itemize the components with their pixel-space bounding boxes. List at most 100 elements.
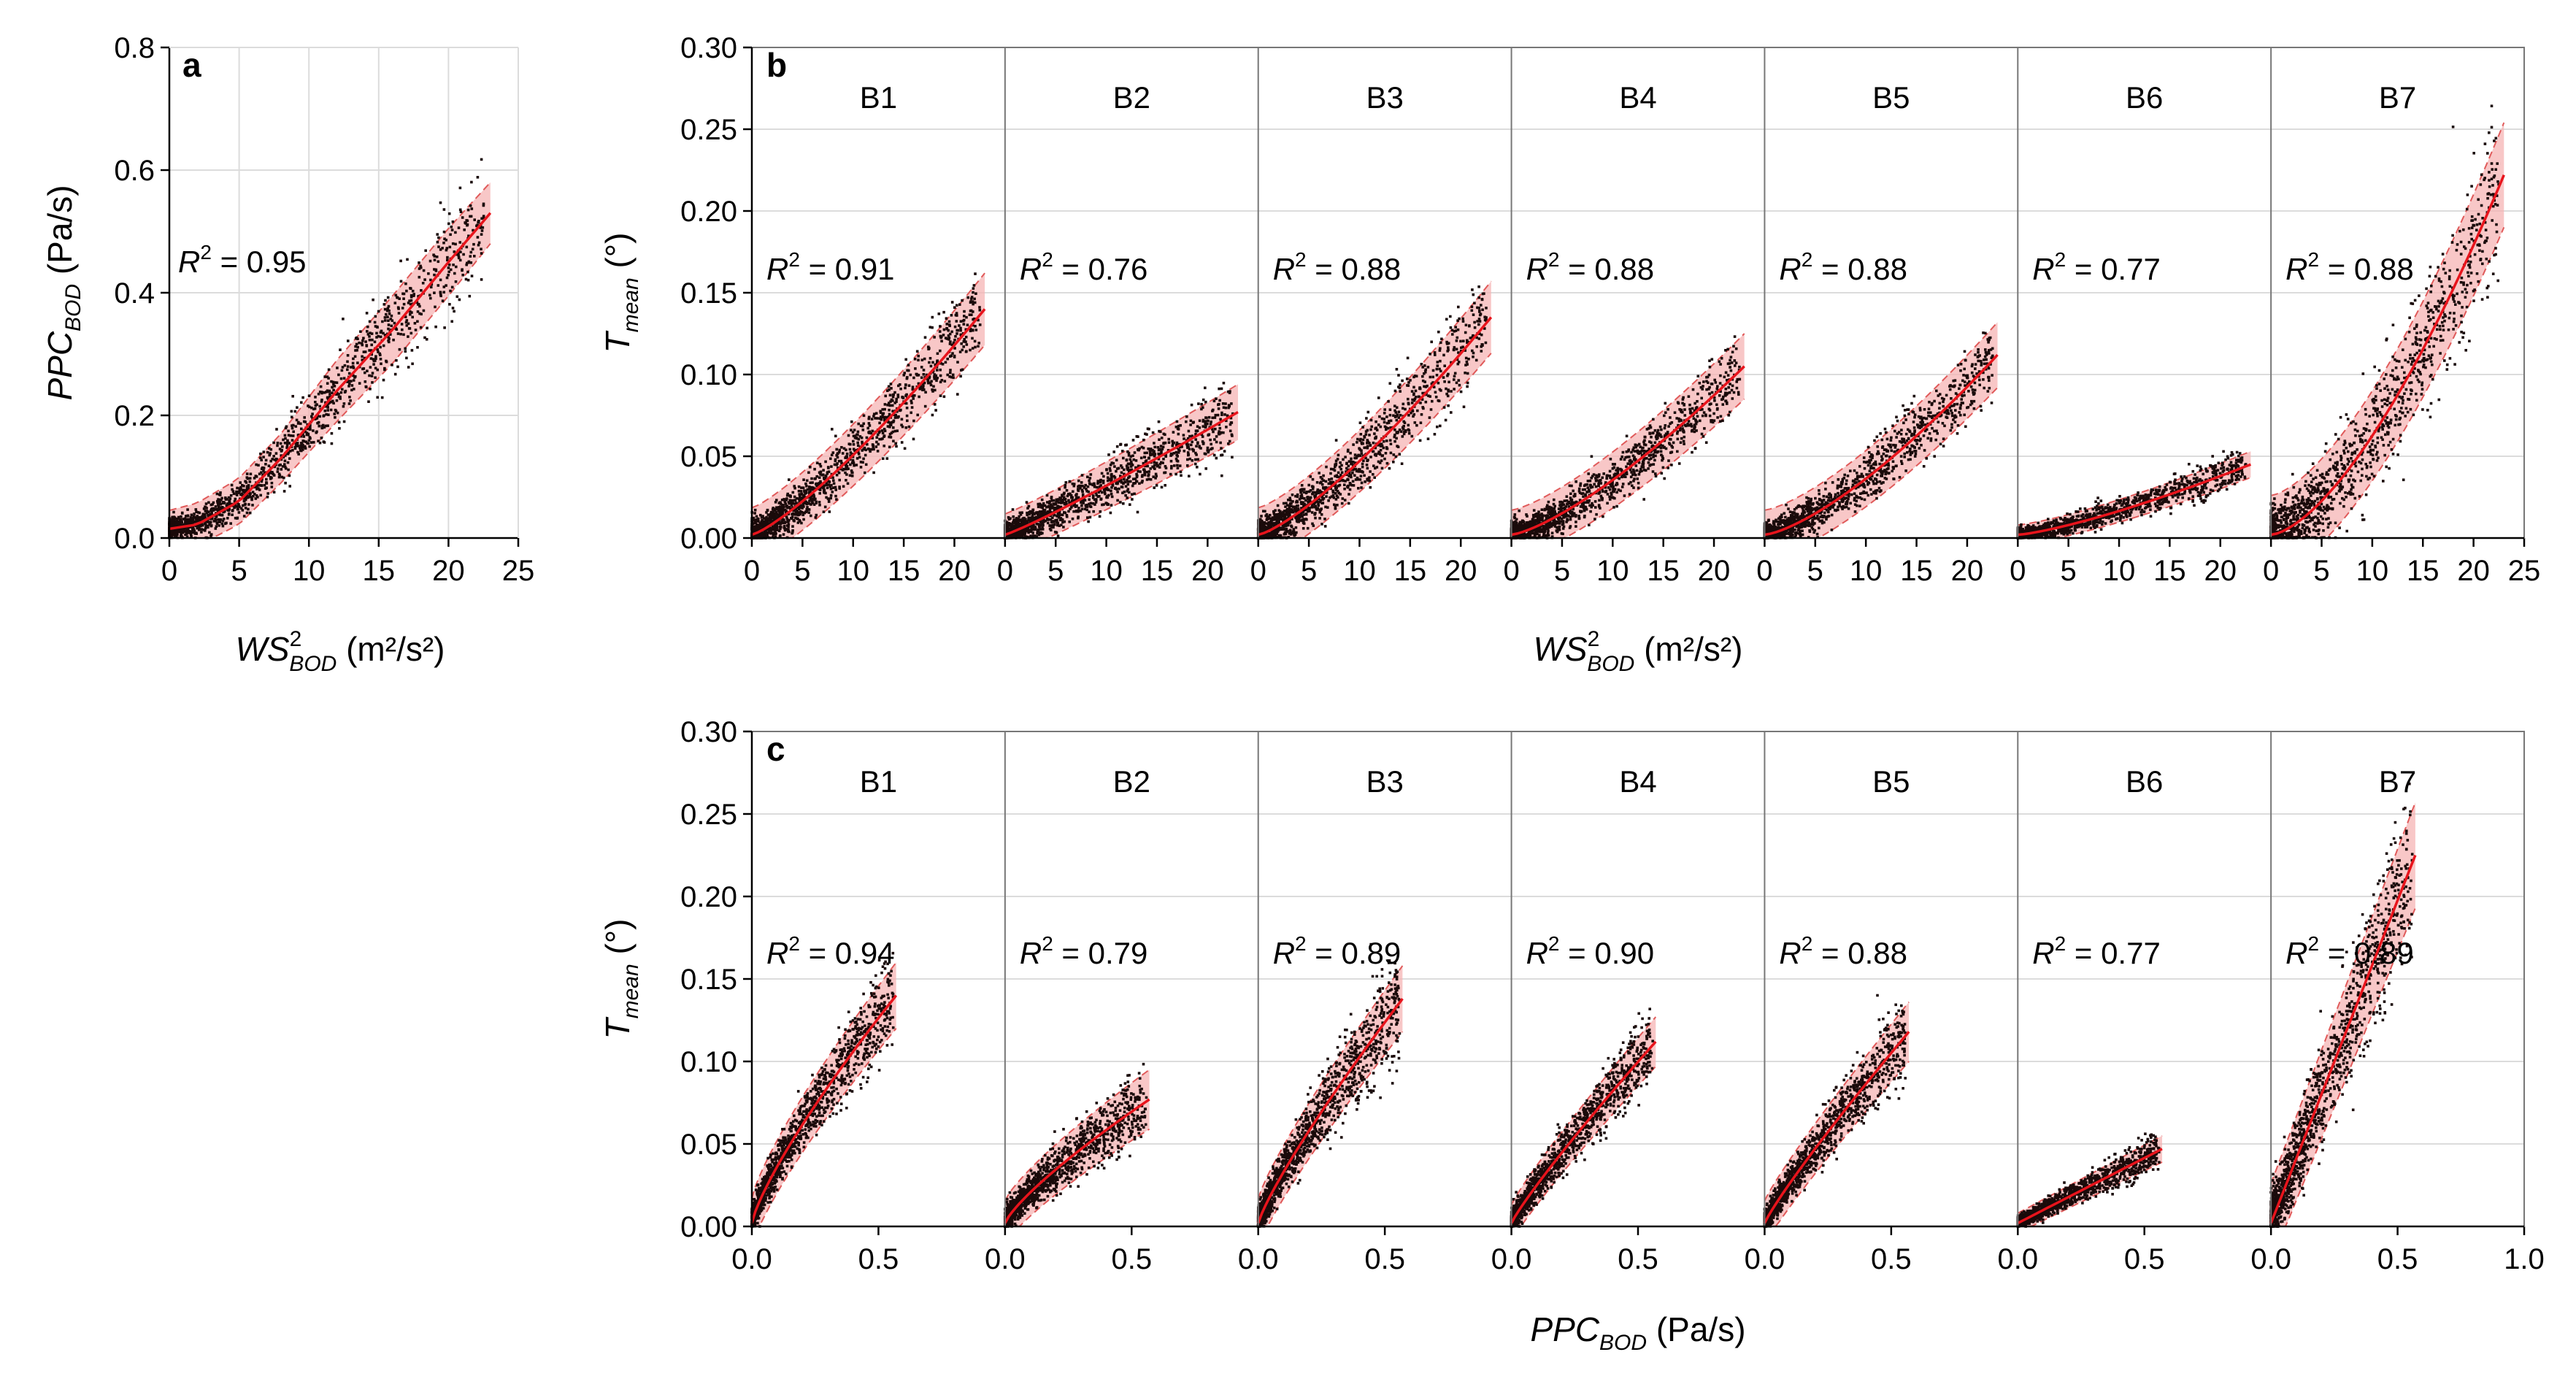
data-point xyxy=(196,515,199,518)
data-point xyxy=(1010,523,1012,527)
data-point xyxy=(1220,387,1223,391)
data-point xyxy=(379,345,382,349)
data-point xyxy=(858,435,862,438)
data-point xyxy=(300,449,303,453)
data-point xyxy=(1013,526,1016,530)
data-point xyxy=(1337,453,1340,457)
data-point xyxy=(1142,461,1145,465)
data-point xyxy=(891,404,894,407)
data-point xyxy=(392,338,395,342)
data-point xyxy=(293,410,297,413)
data-point xyxy=(1023,528,1026,531)
data-point xyxy=(851,431,855,434)
data-point xyxy=(889,400,892,403)
data-point xyxy=(437,236,440,239)
data-point xyxy=(437,245,440,248)
data-point xyxy=(297,420,300,424)
data-point xyxy=(1200,402,1203,406)
data-point xyxy=(236,516,239,520)
data-point xyxy=(1149,467,1152,470)
data-point xyxy=(1037,511,1040,514)
data-point xyxy=(774,501,777,504)
data-point xyxy=(1072,490,1074,493)
data-point xyxy=(1109,469,1112,472)
axis-unit: (m²/s²) xyxy=(337,630,445,668)
data-point xyxy=(1106,479,1110,483)
data-point xyxy=(821,485,824,488)
data-point xyxy=(810,485,813,489)
data-point xyxy=(1453,372,1457,375)
data-point xyxy=(768,523,771,526)
data-point xyxy=(969,301,972,304)
data-point xyxy=(1340,471,1344,474)
data-point xyxy=(326,375,329,378)
data-point xyxy=(1080,481,1083,484)
data-point xyxy=(801,486,805,489)
data-point xyxy=(1081,484,1084,488)
data-point xyxy=(1372,473,1374,476)
data-point xyxy=(282,476,285,480)
data-point xyxy=(1204,426,1207,429)
data-point xyxy=(768,518,772,521)
data-point xyxy=(1049,511,1052,514)
data-point xyxy=(407,301,410,304)
x-tick-label: 20 xyxy=(1191,555,1224,587)
data-point xyxy=(950,375,953,379)
data-point xyxy=(1041,523,1044,526)
data-point xyxy=(304,447,307,450)
data-point xyxy=(753,521,757,524)
data-point xyxy=(301,445,304,449)
data-point xyxy=(780,504,784,507)
data-point xyxy=(772,509,775,512)
data-point xyxy=(1055,498,1058,502)
data-point xyxy=(969,310,972,312)
data-point xyxy=(924,391,927,394)
data-point xyxy=(1129,460,1133,464)
data-point xyxy=(361,358,364,361)
data-point xyxy=(928,357,932,360)
data-point xyxy=(805,510,809,512)
data-point xyxy=(1134,459,1138,462)
data-point xyxy=(212,501,215,504)
data-point xyxy=(1034,526,1037,529)
data-point xyxy=(1135,475,1139,479)
data-point xyxy=(1183,437,1185,440)
fit-line xyxy=(169,212,492,531)
data-point xyxy=(238,505,241,508)
data-point xyxy=(412,294,415,297)
data-point xyxy=(1075,504,1078,507)
data-point xyxy=(356,361,359,364)
data-point xyxy=(233,506,237,509)
data-point xyxy=(804,482,807,485)
data-point xyxy=(1033,512,1036,515)
data-point xyxy=(364,371,366,374)
x-axis-label: WS2 BOD (m²/s²) xyxy=(236,627,445,676)
r2-sup: 2 xyxy=(1042,248,1053,271)
data-point xyxy=(269,452,272,455)
data-point xyxy=(1089,473,1093,476)
data-point xyxy=(451,220,455,223)
data-point xyxy=(1220,411,1223,415)
data-point xyxy=(1106,496,1110,499)
data-point xyxy=(450,320,453,323)
data-point xyxy=(880,418,883,421)
data-point xyxy=(1218,423,1221,426)
data-point xyxy=(1099,484,1102,487)
data-point xyxy=(1201,435,1204,438)
data-point xyxy=(1123,477,1126,481)
data-point xyxy=(828,480,831,483)
data-point xyxy=(1206,422,1209,426)
data-point xyxy=(1216,413,1220,417)
subpanel-plot xyxy=(1256,280,1493,539)
data-point xyxy=(241,488,244,492)
data-point xyxy=(204,526,207,530)
data-point xyxy=(186,515,190,518)
data-point xyxy=(1230,402,1233,405)
data-point xyxy=(910,406,914,409)
data-point xyxy=(1120,466,1124,469)
data-point xyxy=(309,423,312,427)
data-point xyxy=(818,492,821,495)
data-point xyxy=(972,310,974,313)
data-point xyxy=(198,511,201,515)
